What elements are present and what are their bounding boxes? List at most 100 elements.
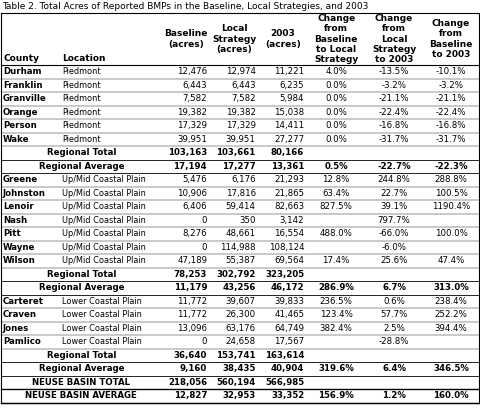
Text: 69,564: 69,564 <box>274 256 304 265</box>
Text: 238.4%: 238.4% <box>434 297 468 306</box>
Text: 0: 0 <box>202 216 207 225</box>
Text: Piedmont: Piedmont <box>62 108 100 117</box>
Text: 114,988: 114,988 <box>220 243 256 252</box>
Text: 22.7%: 22.7% <box>380 189 408 198</box>
Text: Craven: Craven <box>3 310 37 319</box>
Text: 82,663: 82,663 <box>274 202 304 211</box>
Text: 17,329: 17,329 <box>226 121 256 130</box>
Text: 24,658: 24,658 <box>226 337 256 346</box>
Text: 63.4%: 63.4% <box>323 189 350 198</box>
Text: Franklin: Franklin <box>3 81 43 90</box>
Text: -22.4%: -22.4% <box>379 108 409 117</box>
Text: 0.0%: 0.0% <box>325 108 347 117</box>
Text: 100.5%: 100.5% <box>434 189 468 198</box>
Text: 80,166: 80,166 <box>271 148 304 157</box>
Text: NEUSE BASIN AVERAGE: NEUSE BASIN AVERAGE <box>25 391 137 400</box>
Text: 163,614: 163,614 <box>264 351 304 360</box>
Text: Lenoir: Lenoir <box>3 202 34 211</box>
Text: 8,276: 8,276 <box>182 229 207 238</box>
Text: 41,465: 41,465 <box>274 310 304 319</box>
Text: 5,476: 5,476 <box>182 175 207 184</box>
Text: 0.0%: 0.0% <box>325 121 347 130</box>
Text: 57.7%: 57.7% <box>380 310 408 319</box>
Text: 0: 0 <box>202 337 207 346</box>
Text: -13.5%: -13.5% <box>379 67 409 76</box>
Text: Up/Mid Coastal Plain: Up/Mid Coastal Plain <box>62 189 146 198</box>
Text: Piedmont: Piedmont <box>62 121 100 130</box>
Text: 488.0%: 488.0% <box>320 229 353 238</box>
Text: 12,827: 12,827 <box>174 391 207 400</box>
Text: 17,329: 17,329 <box>177 121 207 130</box>
Text: 3,142: 3,142 <box>279 216 304 225</box>
Text: Location: Location <box>62 54 106 63</box>
Text: 5,984: 5,984 <box>280 94 304 103</box>
Text: Piedmont: Piedmont <box>62 67 100 76</box>
Text: 1190.4%: 1190.4% <box>432 202 470 211</box>
Text: 11,772: 11,772 <box>177 297 207 306</box>
Text: Pitt: Pitt <box>3 229 21 238</box>
Text: Up/Mid Coastal Plain: Up/Mid Coastal Plain <box>62 175 146 184</box>
Text: 12,476: 12,476 <box>177 67 207 76</box>
Text: -16.8%: -16.8% <box>379 121 409 130</box>
Text: Piedmont: Piedmont <box>62 94 100 103</box>
Text: 4.0%: 4.0% <box>325 67 347 76</box>
Text: 17,567: 17,567 <box>274 337 304 346</box>
Text: 2.5%: 2.5% <box>383 324 405 333</box>
Text: Up/Mid Coastal Plain: Up/Mid Coastal Plain <box>62 202 146 211</box>
Text: Jones: Jones <box>3 324 29 333</box>
Text: 6,406: 6,406 <box>182 202 207 211</box>
Text: 12.8%: 12.8% <box>323 175 350 184</box>
Text: 17,816: 17,816 <box>226 189 256 198</box>
Text: 313.0%: 313.0% <box>433 283 469 292</box>
Text: 7,582: 7,582 <box>231 94 256 103</box>
Text: Lower Coastal Plain: Lower Coastal Plain <box>62 337 142 346</box>
Text: 36,640: 36,640 <box>174 351 207 360</box>
Text: 560,194: 560,194 <box>216 378 256 387</box>
Text: Johnston: Johnston <box>3 189 46 198</box>
Text: -22.7%: -22.7% <box>377 162 411 171</box>
Text: 0.0%: 0.0% <box>325 135 347 144</box>
Text: 19,382: 19,382 <box>226 108 256 117</box>
Text: 827.5%: 827.5% <box>320 202 353 211</box>
Text: 566,985: 566,985 <box>265 378 304 387</box>
Text: 0.6%: 0.6% <box>383 297 405 306</box>
Text: 6.4%: 6.4% <box>382 364 406 373</box>
Text: Baseline
(acres): Baseline (acres) <box>164 29 207 49</box>
Text: Pamlico: Pamlico <box>3 337 41 346</box>
Text: 39,833: 39,833 <box>274 297 304 306</box>
Text: Local
Strategy
(acres): Local Strategy (acres) <box>212 24 256 54</box>
Text: 252.2%: 252.2% <box>434 310 468 319</box>
Text: Up/Mid Coastal Plain: Up/Mid Coastal Plain <box>62 216 146 225</box>
Text: 38,435: 38,435 <box>222 364 256 373</box>
Text: 123.4%: 123.4% <box>320 310 353 319</box>
Text: Wayne: Wayne <box>3 243 36 252</box>
Text: 16,554: 16,554 <box>274 229 304 238</box>
Text: 6,443: 6,443 <box>182 81 207 90</box>
Text: 11,772: 11,772 <box>177 310 207 319</box>
Text: Lower Coastal Plain: Lower Coastal Plain <box>62 310 142 319</box>
Text: Regional Total: Regional Total <box>47 148 116 157</box>
Text: County: County <box>3 54 39 63</box>
Text: -28.8%: -28.8% <box>379 337 409 346</box>
Text: -66.0%: -66.0% <box>379 229 409 238</box>
Text: Regional Total: Regional Total <box>47 351 116 360</box>
Text: 26,300: 26,300 <box>226 310 256 319</box>
Text: 17.4%: 17.4% <box>323 256 350 265</box>
Text: 6,443: 6,443 <box>231 81 256 90</box>
Text: 6,176: 6,176 <box>231 175 256 184</box>
Text: -31.7%: -31.7% <box>436 135 466 144</box>
Text: Lower Coastal Plain: Lower Coastal Plain <box>62 297 142 306</box>
Text: 103,661: 103,661 <box>216 148 256 157</box>
Text: 47,189: 47,189 <box>177 256 207 265</box>
Text: 1.2%: 1.2% <box>382 391 406 400</box>
Text: -22.4%: -22.4% <box>436 108 466 117</box>
Text: 382.4%: 382.4% <box>320 324 353 333</box>
Text: -31.7%: -31.7% <box>379 135 409 144</box>
Text: 12,974: 12,974 <box>226 67 256 76</box>
Text: Regional Average: Regional Average <box>38 162 124 171</box>
Text: 108,124: 108,124 <box>269 243 304 252</box>
Text: -16.8%: -16.8% <box>436 121 466 130</box>
Text: 0.0%: 0.0% <box>325 94 347 103</box>
Text: 39,951: 39,951 <box>177 135 207 144</box>
Text: 103,163: 103,163 <box>168 148 207 157</box>
